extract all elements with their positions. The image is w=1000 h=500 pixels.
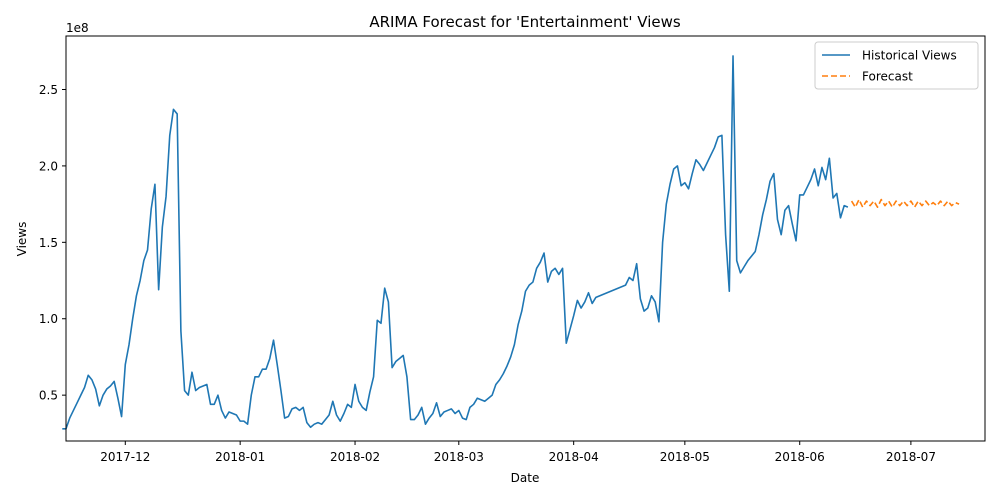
y-tick-label: 0.5 [39, 389, 58, 403]
x-axis-label: Date [511, 471, 540, 485]
legend-label-historical: Historical Views [862, 49, 957, 63]
x-tick-label: 2018-05 [660, 450, 710, 464]
y-axis-scale-label: 1e8 [66, 21, 89, 35]
series-line-historical-views [62, 55, 849, 430]
x-tick-label: 2018-03 [434, 450, 484, 464]
series-line-forecast [850, 198, 960, 208]
x-tick-label: 2018-01 [215, 450, 265, 464]
y-tick-label: 2.0 [39, 159, 58, 173]
x-axis-ticks: 2017-12 2018-01 2018-02 2018-03 2018-04 2018-… [100, 441, 936, 464]
x-tick-label: 2017-12 [100, 450, 150, 464]
legend-label-forecast: Forecast [862, 70, 913, 84]
plot-area-frame [65, 35, 986, 442]
x-tick-label: 2018-04 [549, 450, 599, 464]
x-tick-label: 2018-02 [330, 450, 380, 464]
y-tick-label: 1.0 [39, 312, 58, 326]
legend-box [814, 41, 979, 90]
x-tick-label: 2018-06 [775, 450, 825, 464]
y-axis-label: Views [15, 222, 29, 257]
chart-title: ARIMA Forecast for 'Entertainment' Views [369, 13, 681, 31]
x-tick-label: 2018-07 [886, 450, 936, 464]
y-axis-ticks: 0.5 1.0 1.5 2.0 2.5 [39, 83, 66, 403]
y-tick-label: 2.5 [39, 83, 58, 97]
plot-lines [62, 55, 960, 430]
legend: Historical Views Forecast [814, 41, 979, 90]
y-tick-label: 1.5 [39, 236, 58, 250]
